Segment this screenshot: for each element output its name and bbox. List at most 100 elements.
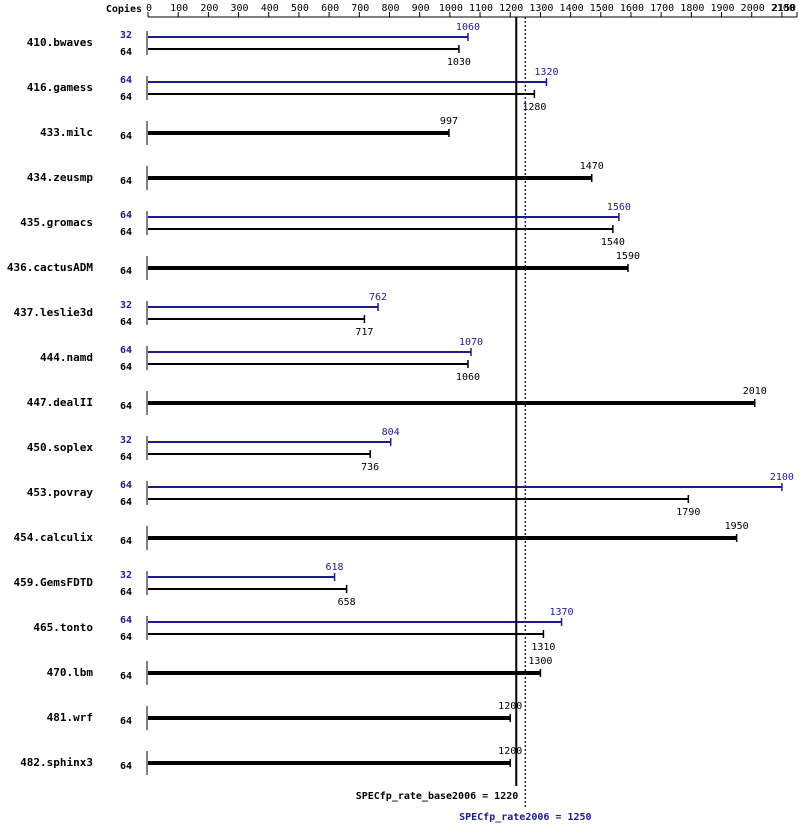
value-label: 997 <box>440 116 458 127</box>
reference-label: SPECfp_rate2006 = 1250 <box>459 812 591 823</box>
copies-header: Copies <box>106 3 142 15</box>
value-label: 1070 <box>459 337 483 348</box>
x-tick-label: 900 <box>412 3 430 14</box>
x-tick-label: 300 <box>231 3 249 14</box>
value-label: 717 <box>355 327 373 338</box>
category-label: 444.namd <box>40 351 93 364</box>
value-label: 1300 <box>528 656 552 667</box>
value-label: 658 <box>338 597 356 608</box>
copies-label: 32 <box>120 435 132 446</box>
bar <box>148 401 755 405</box>
category-label: 410.bwaves <box>27 36 93 49</box>
copies-label: 64 <box>120 401 132 412</box>
category-label: 434.zeusmp <box>27 171 94 184</box>
reference-label: SPECfp_rate_base2006 = 1220 <box>356 791 519 802</box>
bar <box>148 498 689 500</box>
value-label: 2100 <box>770 472 794 483</box>
category-label: 437.leslie3d <box>14 306 93 319</box>
bar <box>148 441 391 443</box>
category-label: 416.gamess <box>27 81 93 94</box>
bar <box>148 576 335 578</box>
value-label: 1200 <box>498 701 522 712</box>
bar <box>148 216 619 218</box>
value-label: 1590 <box>616 251 640 262</box>
value-label: 618 <box>326 562 344 573</box>
value-label: 1470 <box>580 161 604 172</box>
bar <box>148 93 535 95</box>
value-label: 1310 <box>531 642 555 653</box>
x-tick-label: 100 <box>170 3 188 14</box>
bar <box>148 633 544 635</box>
x-tick-label: 500 <box>291 3 309 14</box>
copies-label: 64 <box>120 176 132 187</box>
bar <box>148 228 613 230</box>
category-label: 482.sphinx3 <box>20 756 93 769</box>
category-label: 433.milc <box>40 126 93 139</box>
bar <box>148 671 541 675</box>
x-tick-label: 1100 <box>469 3 493 14</box>
bar <box>148 536 737 540</box>
copies-label: 64 <box>120 452 132 463</box>
x-tick-label: 800 <box>381 3 399 14</box>
x-tick-label: 2000 <box>741 3 765 14</box>
copies-label: 32 <box>120 30 132 41</box>
x-tick-label: 2100 <box>771 3 795 14</box>
value-label: 1950 <box>725 521 749 532</box>
bar <box>148 453 371 455</box>
category-label: 447.dealII <box>27 396 93 409</box>
x-tick-label: 1700 <box>650 3 674 14</box>
x-tick-label: 1900 <box>710 3 734 14</box>
bar <box>148 486 782 488</box>
copies-label: 64 <box>120 671 132 682</box>
category-label: 450.soplex <box>27 441 94 454</box>
value-label: 736 <box>361 462 379 473</box>
copies-label: 32 <box>120 300 132 311</box>
x-tick-label: 200 <box>200 3 218 14</box>
value-label: 1790 <box>676 507 700 518</box>
copies-label: 64 <box>120 497 132 508</box>
value-label: 1370 <box>550 607 574 618</box>
x-tick-label: 1400 <box>560 3 584 14</box>
bar <box>148 588 347 590</box>
bar <box>148 306 379 308</box>
value-label: 2010 <box>743 386 767 397</box>
copies-label: 32 <box>120 570 132 581</box>
copies-label: 64 <box>120 266 132 277</box>
copies-label: 64 <box>120 761 132 772</box>
category-label: 470.lbm <box>47 666 94 679</box>
value-label: 1030 <box>447 57 471 68</box>
x-tick-label: 1800 <box>680 3 704 14</box>
copies-label: 64 <box>120 480 132 491</box>
x-tick-label: 1600 <box>620 3 644 14</box>
copies-label: 64 <box>120 716 132 727</box>
category-label: 453.povray <box>27 486 94 499</box>
copies-label: 64 <box>120 227 132 238</box>
bar <box>148 81 547 83</box>
copies-label: 64 <box>120 615 132 626</box>
bar <box>148 761 511 765</box>
bar <box>148 621 562 623</box>
value-label: 1060 <box>456 22 480 33</box>
x-tick-label: 600 <box>321 3 339 14</box>
value-label: 1320 <box>534 67 558 78</box>
value-label: 804 <box>382 427 400 438</box>
copies-label: 64 <box>120 632 132 643</box>
x-tick-label: 0 <box>146 3 152 14</box>
bar <box>148 318 365 320</box>
x-tick-label: 1200 <box>499 3 523 14</box>
x-tick-label: 700 <box>351 3 369 14</box>
value-label: 1200 <box>498 746 522 757</box>
copies-label: 64 <box>120 92 132 103</box>
value-label: 1060 <box>456 372 480 383</box>
x-tick-label: 1300 <box>529 3 553 14</box>
value-label: 1560 <box>607 202 631 213</box>
copies-label: 64 <box>120 345 132 356</box>
value-label: 762 <box>369 292 387 303</box>
x-tick-label: 1500 <box>590 3 614 14</box>
value-label: 1280 <box>522 102 546 113</box>
copies-label: 64 <box>120 47 132 58</box>
copies-label: 64 <box>120 210 132 221</box>
category-label: 436.cactusADM <box>7 261 93 274</box>
